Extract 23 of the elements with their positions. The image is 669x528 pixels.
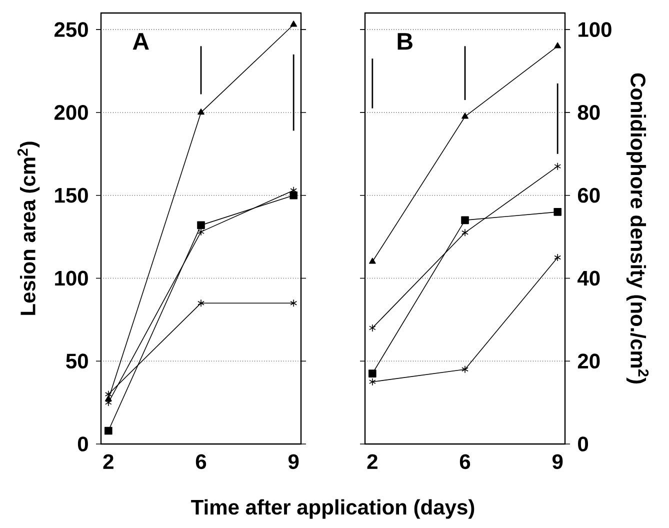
x-axis-title: Time after application (days): [191, 499, 474, 519]
annotation: B: [398, 33, 412, 50]
y-tick-label: 80: [578, 105, 600, 120]
y-tick-label: 150: [55, 188, 88, 203]
y-axis-title: Lesion area (cm$^{2}$): [17, 142, 40, 315]
x-tick-label: 2: [367, 454, 378, 469]
x-tick-label: 6: [460, 454, 470, 470]
x-tick-label: 9: [552, 454, 563, 470]
x-tick-label: 9: [288, 454, 299, 470]
y-tick-label: 100: [578, 22, 612, 38]
annotation: A: [132, 33, 149, 50]
y-tick-label: 40: [578, 270, 600, 286]
y-tick-label: 60: [578, 188, 600, 203]
y-tick-label: 0: [78, 436, 88, 452]
x-tick-label: 6: [196, 454, 206, 470]
x-tick-label: 2: [103, 454, 114, 469]
y-tick-label: 0: [578, 436, 588, 452]
y-tick-label: 100: [55, 270, 88, 286]
y-tick-label: 20: [578, 354, 600, 369]
y-tick-label: 250: [54, 22, 88, 38]
y-tick-label: 50: [66, 354, 88, 369]
y-tick-label: 200: [54, 105, 88, 120]
y-axis-title: Conidiophore density (no./cm$^{2}$): [626, 73, 649, 384]
